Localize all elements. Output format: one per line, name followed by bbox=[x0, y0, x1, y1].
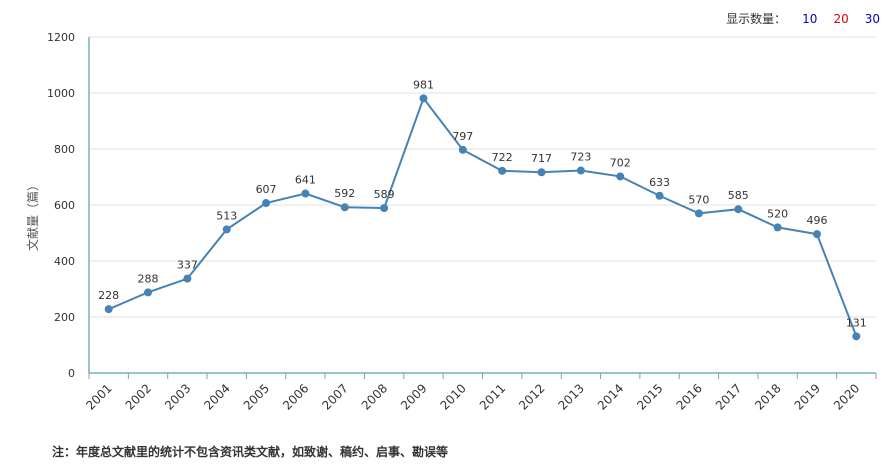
x-tick-label: 2010 bbox=[437, 381, 468, 412]
data-point[interactable] bbox=[852, 332, 861, 341]
data-point[interactable] bbox=[616, 172, 625, 181]
data-label: 131 bbox=[846, 316, 867, 329]
data-point[interactable] bbox=[104, 305, 113, 314]
data-point[interactable] bbox=[694, 209, 703, 218]
data-labels: 228 288 337 513 607 641 592 589 981 797 722 717 723 7… bbox=[98, 78, 867, 329]
data-label: 723 bbox=[570, 151, 591, 164]
x-tick-label: 2011 bbox=[477, 381, 508, 412]
y-tick-label: 0 bbox=[68, 367, 75, 380]
data-label: 717 bbox=[531, 152, 552, 165]
data-label: 337 bbox=[177, 259, 198, 272]
x-tick-label: 2014 bbox=[595, 381, 626, 412]
data-label: 589 bbox=[374, 188, 395, 201]
data-label: 797 bbox=[452, 130, 473, 143]
x-tick-label: 2004 bbox=[201, 381, 232, 412]
y-tick-label: 400 bbox=[54, 255, 75, 268]
data-point[interactable] bbox=[419, 94, 428, 103]
y-tick-label: 800 bbox=[54, 143, 75, 156]
series-layer bbox=[104, 94, 861, 341]
x-tick-label: 2009 bbox=[398, 381, 429, 412]
display-count-control: 显示数量： 10 20 30 bbox=[726, 10, 880, 27]
data-label: 592 bbox=[334, 187, 355, 200]
axes: 0 200 400 600 800 1000 1200 2001 2002 2003 2004 200… bbox=[47, 31, 877, 413]
data-point[interactable] bbox=[458, 145, 467, 154]
data-label: 496 bbox=[806, 214, 827, 227]
x-tick-label: 2017 bbox=[713, 381, 744, 412]
data-point[interactable] bbox=[144, 288, 153, 297]
y-tick-label: 600 bbox=[54, 199, 75, 212]
data-point[interactable] bbox=[222, 225, 231, 234]
data-label: 981 bbox=[413, 78, 434, 91]
data-point[interactable] bbox=[301, 189, 310, 198]
data-label: 513 bbox=[216, 209, 237, 222]
x-tick-label: 2003 bbox=[162, 381, 193, 412]
x-tick-label: 2005 bbox=[241, 381, 272, 412]
x-tick-label: 2007 bbox=[319, 381, 350, 412]
data-point[interactable] bbox=[734, 205, 743, 214]
data-label: 228 bbox=[98, 289, 119, 302]
data-point[interactable] bbox=[655, 191, 664, 200]
series-line bbox=[108, 96, 858, 337]
x-tick-label: 2001 bbox=[83, 381, 114, 412]
y-tick-label: 1000 bbox=[47, 87, 75, 100]
x-tick-label: 2012 bbox=[516, 381, 547, 412]
x-tick-label: 2006 bbox=[280, 381, 311, 412]
data-label: 570 bbox=[688, 193, 709, 206]
data-label: 520 bbox=[767, 207, 788, 220]
x-tick-label: 2015 bbox=[634, 381, 665, 412]
x-tick-label: 2019 bbox=[792, 381, 823, 412]
data-point[interactable] bbox=[812, 230, 821, 239]
x-tick-label: 2018 bbox=[752, 381, 783, 412]
display-count-option-30[interactable]: 30 bbox=[864, 11, 880, 26]
footnote: 注：年度总文献里的统计不包含资讯类文献，如致谢、稿约、启事、勘误等 bbox=[52, 445, 449, 459]
display-count-option-20[interactable]: 20 bbox=[833, 11, 849, 26]
data-point[interactable] bbox=[262, 199, 271, 208]
x-tick-label: 2008 bbox=[359, 381, 390, 412]
data-label: 585 bbox=[728, 189, 749, 202]
y-tick-label: 1200 bbox=[47, 31, 75, 44]
data-point[interactable] bbox=[537, 168, 546, 177]
data-point[interactable] bbox=[773, 223, 782, 232]
y-tick-label: 200 bbox=[54, 311, 75, 324]
y-axis-title: 文献量（篇） bbox=[25, 179, 40, 251]
data-label: 607 bbox=[256, 183, 277, 196]
data-point[interactable] bbox=[183, 274, 192, 283]
data-label: 633 bbox=[649, 176, 670, 189]
data-point[interactable] bbox=[576, 166, 585, 175]
display-count-option-10[interactable]: 10 bbox=[802, 11, 818, 26]
data-point[interactable] bbox=[380, 204, 389, 213]
gridlines bbox=[89, 36, 876, 318]
x-tick-label: 2013 bbox=[555, 381, 586, 412]
x-tick-label: 2020 bbox=[831, 381, 862, 412]
data-label: 702 bbox=[610, 156, 631, 169]
data-label: 641 bbox=[295, 174, 316, 187]
x-tick-label: 2002 bbox=[123, 381, 154, 412]
display-count-label: 显示数量： bbox=[726, 12, 787, 26]
data-point[interactable] bbox=[340, 203, 349, 212]
data-point[interactable] bbox=[498, 166, 507, 175]
data-label: 722 bbox=[492, 151, 513, 164]
data-label: 288 bbox=[138, 272, 159, 285]
x-tick-label: 2016 bbox=[674, 381, 705, 412]
